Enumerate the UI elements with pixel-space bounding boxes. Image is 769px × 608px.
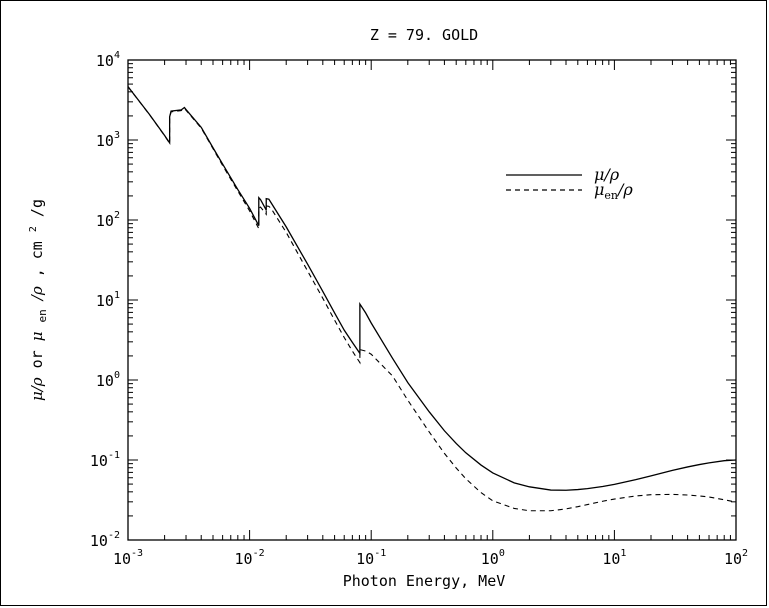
tick-exponent: 4: [114, 50, 120, 61]
legend: μ/ρ μen/ρ: [506, 165, 633, 202]
legend-rho: /ρ: [616, 180, 633, 199]
tick-exponent: -2: [108, 530, 120, 541]
y-axis-label-sq: 2: [28, 226, 39, 232]
tick-base: 10: [96, 292, 114, 310]
tick-exponent: 2: [114, 210, 120, 221]
y-tick-label: 102: [96, 210, 120, 230]
y-axis-label: μ/ρ or μ en /ρ , cm 2 /g: [22, 199, 50, 401]
x-tick-label: 102: [724, 548, 748, 568]
x-tick-label: 101: [602, 548, 626, 568]
tick-base: 10: [96, 212, 114, 230]
y-axis-label-rho: /ρ: [28, 286, 46, 302]
tick-base: 10: [90, 452, 108, 470]
tick-exponent: 1: [620, 548, 626, 559]
x-tick-label: 100: [481, 548, 505, 568]
legend-en: en: [604, 189, 618, 202]
tick-base: 10: [96, 132, 114, 150]
tick-exponent: 1: [114, 290, 120, 301]
series-line-1: [127, 86, 737, 491]
tick-base: 10: [90, 532, 108, 550]
tick-exponent: 3: [114, 130, 120, 141]
tick-base: 10: [356, 550, 374, 568]
tick-base: 10: [113, 550, 131, 568]
tick-exponent: -1: [108, 450, 120, 461]
chart-title: Z = 79. GOLD: [370, 26, 478, 44]
y-tick-label: 104: [96, 50, 120, 70]
y-tick-label: 103: [96, 130, 120, 150]
legend-mu: μ: [594, 180, 604, 199]
tick-exponent: -3: [131, 548, 143, 559]
y-tick-label: 10-1: [90, 450, 120, 470]
y-axis-label-en: en: [36, 309, 49, 322]
y-axis-label-units: , cm: [28, 241, 46, 277]
axis-ticks: 10-3 10-2 10-1 100 101 10210-210-110010110210…: [90, 50, 748, 568]
plot-area: [127, 59, 737, 541]
y-tick-label: 100: [96, 370, 120, 390]
tick-base: 10: [602, 550, 620, 568]
series-layer: [127, 86, 737, 512]
tick-base: 10: [724, 550, 742, 568]
y-axis-label-or: or: [28, 341, 46, 368]
tick-base: 10: [235, 550, 253, 568]
x-tick-label: 10-2: [235, 548, 265, 568]
x-tick-label: 10-3: [113, 548, 143, 568]
series-line-2: [127, 86, 737, 512]
tick-base: 10: [96, 52, 114, 70]
y-tick-label: 101: [96, 290, 120, 310]
tick-base: 10: [96, 372, 114, 390]
legend-label-series-2: μen/ρ: [594, 180, 633, 202]
tick-base: 10: [481, 550, 499, 568]
tick-exponent: 2: [742, 548, 748, 559]
x-tick-label: 10-1: [356, 548, 386, 568]
y-axis-label-part-1: μ/ρ: [28, 377, 46, 401]
tick-exponent: 0: [114, 370, 120, 381]
tick-exponent: 0: [499, 548, 505, 559]
x-axis-label: Photon Energy, MeV: [343, 572, 506, 590]
tick-exponent: -1: [374, 548, 386, 559]
y-tick-label: 10-2: [90, 530, 120, 550]
legend-label-series-1: μ/ρ: [594, 165, 620, 184]
y-axis-label-per-g: /g: [28, 199, 46, 217]
y-axis-label-part-2: μ: [28, 332, 46, 342]
tick-exponent: -2: [253, 548, 265, 559]
